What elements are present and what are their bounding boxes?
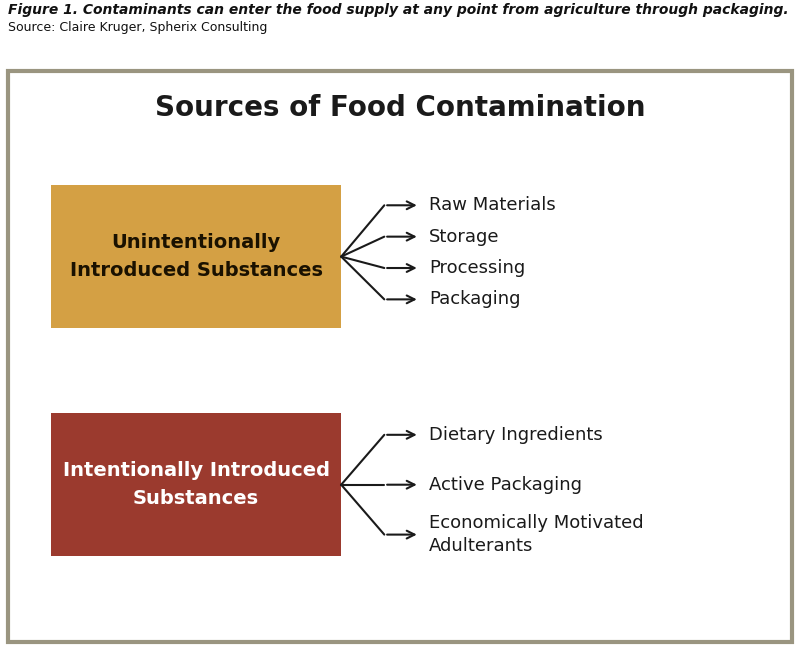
Text: Dietary Ingredients: Dietary Ingredients <box>429 426 602 444</box>
Text: Processing: Processing <box>429 259 526 277</box>
Text: Raw Materials: Raw Materials <box>429 196 556 214</box>
Text: Intentionally Introduced
Substances: Intentionally Introduced Substances <box>62 461 330 508</box>
Text: Storage: Storage <box>429 227 499 246</box>
Text: Economically Motivated
Adulterants: Economically Motivated Adulterants <box>429 515 644 555</box>
FancyBboxPatch shape <box>51 185 342 328</box>
Text: Unintentionally
Introduced Substances: Unintentionally Introduced Substances <box>70 233 322 280</box>
Text: Packaging: Packaging <box>429 290 521 308</box>
Text: Source: Claire Kruger, Spherix Consulting: Source: Claire Kruger, Spherix Consultin… <box>8 21 267 34</box>
Text: Sources of Food Contamination: Sources of Food Contamination <box>154 95 646 122</box>
Text: Figure 1. Contaminants can enter the food supply at any point from agriculture t: Figure 1. Contaminants can enter the foo… <box>8 3 789 17</box>
FancyBboxPatch shape <box>51 413 342 556</box>
Text: Active Packaging: Active Packaging <box>429 476 582 494</box>
